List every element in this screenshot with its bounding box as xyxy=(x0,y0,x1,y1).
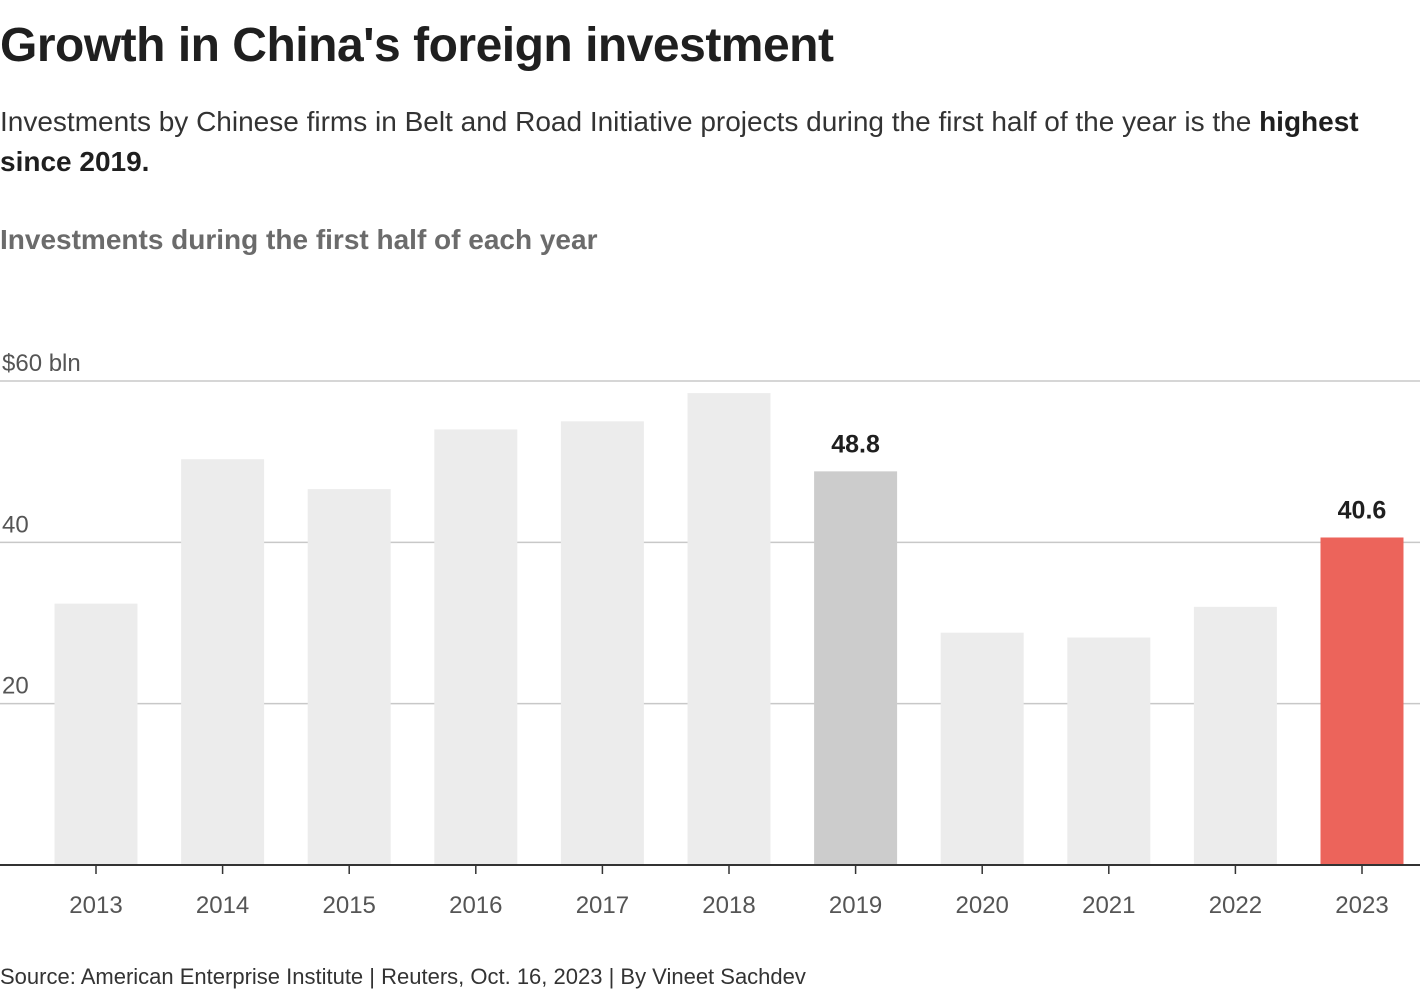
bar-2020 xyxy=(940,632,1024,865)
x-tick-label: 2020 xyxy=(956,892,1009,919)
bar-2021 xyxy=(1067,637,1151,865)
y-tick-label: 40 xyxy=(2,511,29,538)
data-label-2019: 48.8 xyxy=(831,430,880,458)
page-subtitle: Investments by Chinese firms in Belt and… xyxy=(0,102,1415,182)
y-tick-label: 20 xyxy=(2,673,29,700)
x-tick-label: 2021 xyxy=(1082,892,1135,919)
bar-2019 xyxy=(814,471,898,865)
data-label-2023: 40.6 xyxy=(1338,496,1387,524)
x-tick-label: 2023 xyxy=(1335,892,1388,919)
x-axis: 2013 2014 2015 2016 2017 2018 2019 2020 2021 2022… xyxy=(0,864,1420,919)
bars xyxy=(54,393,1404,865)
bar-2018 xyxy=(687,393,771,865)
x-tick-label: 2022 xyxy=(1209,892,1262,919)
x-tick-label: 2019 xyxy=(829,892,882,919)
bar-2022 xyxy=(1193,606,1277,865)
bar-2017 xyxy=(560,421,644,865)
y-tick-label: $60 bln xyxy=(2,350,81,377)
chart-title: Investments during the first half of eac… xyxy=(0,224,598,255)
x-tick-label: 2017 xyxy=(576,892,629,919)
data-labels: 48.8 40.6 xyxy=(831,430,1386,524)
x-tick-label: 2015 xyxy=(323,892,376,919)
bar-2016 xyxy=(434,429,518,865)
bar-2013 xyxy=(54,603,138,865)
source-footer: Source: American Enterprise Institute | … xyxy=(0,964,806,989)
subtitle-emphasis: highest since 2019. xyxy=(0,106,1359,177)
x-tick-label: 2016 xyxy=(449,892,502,919)
x-tick-label: 2014 xyxy=(196,892,249,919)
page-title: Growth in China's foreign investment xyxy=(0,19,834,72)
bar-2015 xyxy=(307,489,391,865)
x-tick-label: 2018 xyxy=(702,892,755,919)
subtitle-text: Investments by Chinese firms in Belt and… xyxy=(0,106,1260,137)
bar-2014 xyxy=(181,459,265,865)
bar-2023 xyxy=(1320,537,1404,865)
x-tick-label: 2013 xyxy=(69,892,122,919)
